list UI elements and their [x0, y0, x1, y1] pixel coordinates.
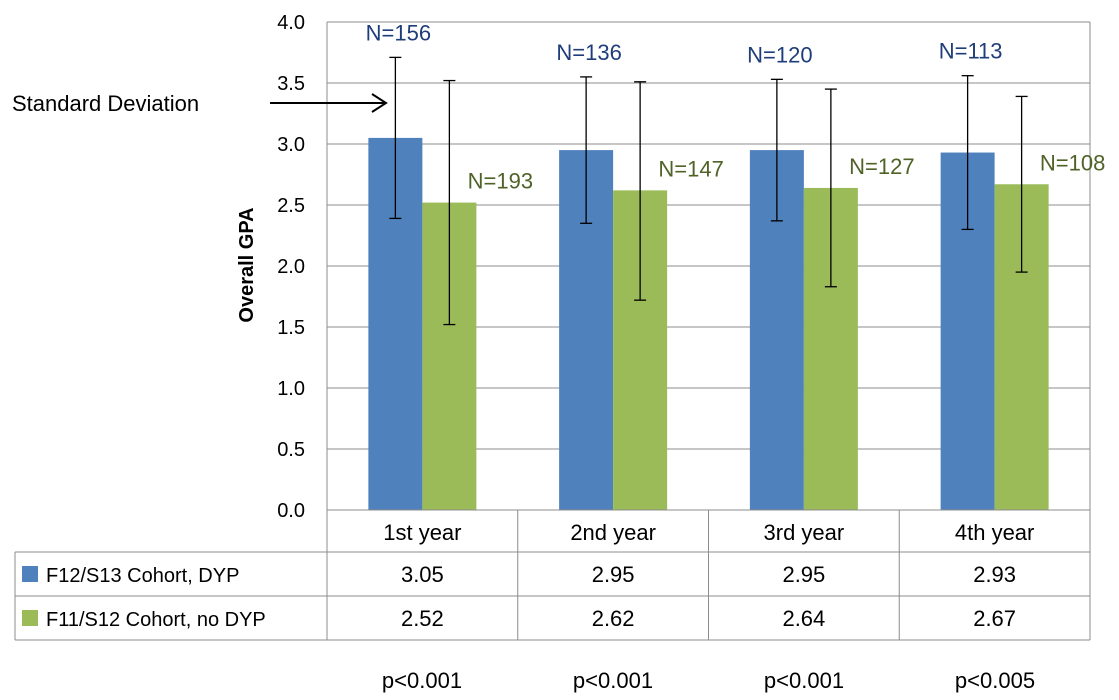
- p-value-4th-year: p<0.005: [954, 668, 1036, 693]
- p-values-row: p<0.001 p<0.001 p<0.001 p<0.005: [0, 668, 1119, 700]
- y-tick-label: 2.5: [277, 195, 305, 217]
- table-value: 3.05: [401, 562, 444, 587]
- error-bars: [389, 56, 1028, 326]
- bars: [368, 137, 1049, 511]
- annotation-text: Standard Deviation: [12, 91, 199, 116]
- x-tick-label: 2nd year: [570, 520, 656, 545]
- arrow-head-icon: [371, 93, 388, 113]
- legend-swatch: [22, 566, 38, 582]
- table-value: 2.93: [973, 562, 1016, 587]
- n-label: N=113: [939, 39, 1003, 64]
- table-value: 2.62: [592, 606, 635, 631]
- n-label: N=193: [468, 169, 533, 194]
- p-value-2nd-year: p<0.001: [572, 668, 654, 693]
- x-tick-label: 4th year: [955, 520, 1035, 545]
- y-tick-label: 3.0: [277, 134, 305, 156]
- n-label: N=147: [658, 156, 723, 181]
- y-axis-label: Overall GPA: [236, 207, 258, 322]
- standard-deviation-annotation: Standard Deviation: [12, 91, 388, 116]
- n-label: N=136: [556, 40, 621, 65]
- x-tick-label: 1st year: [383, 520, 461, 545]
- x-tick-label: 3rd year: [764, 520, 845, 545]
- p-value-1st-year: p<0.001: [381, 668, 463, 693]
- legend-swatch: [22, 610, 38, 626]
- table-value: 2.64: [782, 606, 825, 631]
- gpa-bar-chart: 0.00.51.01.52.02.53.03.54.0 Overall GPA …: [12, 12, 1106, 641]
- data-table: 1st year 2nd year 3rd year 4th year F12/S13 …: [14, 509, 1091, 641]
- y-tick-label: 2.0: [277, 256, 305, 278]
- n-label: N=156: [366, 20, 431, 45]
- y-tick-label: 0.0: [277, 500, 305, 522]
- y-tick-label: 3.5: [277, 73, 305, 95]
- n-label: N=120: [747, 42, 812, 67]
- n-labels: N=156 N=136 N=120 N=113 N=193 N=147 N=127 N=108: [366, 20, 1106, 193]
- legend-label: F11/S12 Cohort, no DYP: [46, 609, 266, 631]
- y-tick-label: 1.0: [277, 378, 305, 400]
- table-value: 2.95: [782, 562, 825, 587]
- p-value-3rd-year: p<0.001: [763, 668, 845, 693]
- n-label: N=127: [849, 154, 914, 179]
- y-tick-label: 0.5: [277, 439, 305, 461]
- table-value: 2.52: [401, 606, 444, 631]
- y-tick-label: 1.5: [277, 317, 305, 339]
- table-value: 2.95: [592, 562, 635, 587]
- table-value: 2.67: [973, 606, 1016, 631]
- y-tick-label: 4.0: [277, 12, 305, 34]
- n-label: N=108: [1040, 150, 1105, 175]
- y-tick-labels: 0.0 0.5 1.0 1.5 2.0 2.5 3.0 3.5 4.0: [277, 12, 305, 522]
- legend-label: F12/S13 Cohort, DYP: [46, 565, 239, 587]
